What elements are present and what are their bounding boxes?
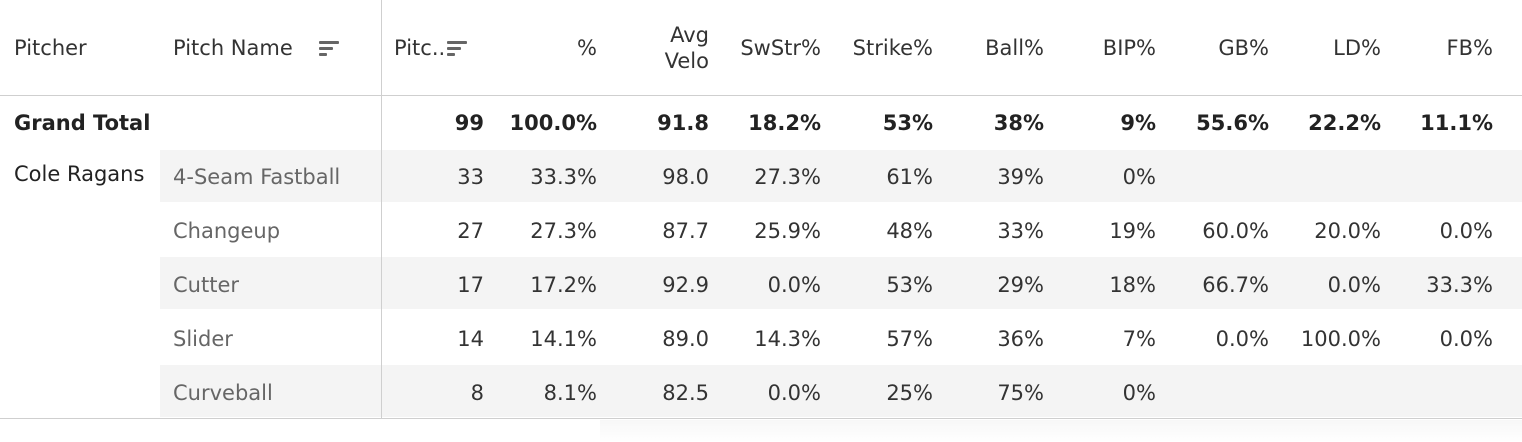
pitch-name-cell: Slider bbox=[173, 327, 233, 351]
grand-total-avg-velo: 91.8 bbox=[657, 111, 709, 135]
grand-total-ld: 22.2% bbox=[1308, 111, 1381, 135]
grand-total-fb: 11.1% bbox=[1420, 111, 1493, 135]
pitch-name-cell: Curveball bbox=[173, 381, 273, 405]
gb-cell: 66.7% bbox=[1202, 273, 1269, 297]
pitcher-name[interactable]: Cole Ragans bbox=[14, 162, 145, 186]
row-band bbox=[160, 257, 1522, 309]
header-ld-label: LD% bbox=[1333, 35, 1381, 60]
bip-cell: 0% bbox=[1122, 165, 1156, 189]
pitches-cell: 27 bbox=[457, 219, 484, 243]
pct-cell: 33.3% bbox=[530, 165, 597, 189]
pct-cell: 27.3% bbox=[530, 219, 597, 243]
pitches-cell: 33 bbox=[457, 165, 484, 189]
swstr-cell: 0.0% bbox=[767, 273, 821, 297]
header-strike[interactable]: Strike% bbox=[813, 0, 933, 95]
header-ld[interactable]: LD% bbox=[1281, 0, 1381, 95]
header-ball[interactable]: Ball% bbox=[944, 0, 1044, 95]
fb-cell: 0.0% bbox=[1439, 327, 1493, 351]
header-strike-label: Strike% bbox=[852, 35, 933, 60]
header-swstr-label: SwStr% bbox=[740, 35, 821, 60]
pct-cell: 14.1% bbox=[530, 327, 597, 351]
gb-cell: 60.0% bbox=[1202, 219, 1269, 243]
swstr-cell: 0.0% bbox=[767, 381, 821, 405]
header-fb-label: FB% bbox=[1446, 35, 1493, 60]
row-band bbox=[160, 150, 1522, 202]
pitches-cell: 8 bbox=[470, 381, 484, 405]
header-fb[interactable]: FB% bbox=[1393, 0, 1493, 95]
pitch-name-cell: 4-Seam Fastball bbox=[173, 165, 341, 189]
grand-total-strike: 53% bbox=[882, 111, 933, 135]
ball-cell: 33% bbox=[997, 219, 1044, 243]
gb-cell: 0.0% bbox=[1215, 327, 1269, 351]
ld-cell: 0.0% bbox=[1327, 273, 1381, 297]
avg-velo-cell: 92.9 bbox=[662, 273, 709, 297]
fb-cell: 33.3% bbox=[1426, 273, 1493, 297]
table-bottom-border bbox=[0, 418, 1522, 419]
bottom-fade bbox=[600, 420, 1522, 442]
swstr-cell: 14.3% bbox=[754, 327, 821, 351]
header-pitcher[interactable]: Pitcher bbox=[14, 0, 87, 95]
header-pitches[interactable]: Pitc.. bbox=[394, 0, 468, 95]
header-avg-velo[interactable]: Avg Velo bbox=[609, 0, 709, 95]
grand-total-bip: 9% bbox=[1120, 111, 1156, 135]
column-divider bbox=[381, 0, 382, 419]
strike-cell: 25% bbox=[886, 381, 933, 405]
header-avg-velo-line1: Avg bbox=[670, 22, 709, 47]
swstr-cell: 27.3% bbox=[754, 165, 821, 189]
header-swstr[interactable]: SwStr% bbox=[701, 0, 821, 95]
header-bip-label: BIP% bbox=[1102, 35, 1156, 60]
header-pitch-name[interactable]: Pitch Name bbox=[173, 0, 339, 95]
grand-total-pitches: 99 bbox=[454, 111, 484, 135]
header-pct-label: % bbox=[577, 35, 597, 60]
header-avg-velo-line2: Velo bbox=[664, 48, 709, 73]
ball-cell: 29% bbox=[997, 273, 1044, 297]
pitches-cell: 17 bbox=[457, 273, 484, 297]
avg-velo-cell: 98.0 bbox=[662, 165, 709, 189]
ball-cell: 39% bbox=[997, 165, 1044, 189]
pitch-name-cell: Cutter bbox=[173, 273, 239, 297]
ld-cell: 20.0% bbox=[1314, 219, 1381, 243]
header-ball-label: Ball% bbox=[985, 35, 1044, 60]
pitch-name-cell: Changeup bbox=[173, 219, 281, 243]
avg-velo-cell: 82.5 bbox=[662, 381, 709, 405]
strike-cell: 57% bbox=[886, 327, 933, 351]
grand-total-label: Grand Total bbox=[14, 111, 151, 135]
header-pitcher-label: Pitcher bbox=[14, 35, 87, 60]
bip-cell: 0% bbox=[1122, 381, 1156, 405]
pct-cell: 8.1% bbox=[543, 381, 597, 405]
sort-descending-icon[interactable] bbox=[447, 38, 468, 58]
sort-descending-icon[interactable] bbox=[318, 38, 339, 58]
grand-total-swstr: 18.2% bbox=[748, 111, 821, 135]
bip-cell: 18% bbox=[1109, 273, 1156, 297]
strike-cell: 48% bbox=[886, 219, 933, 243]
avg-velo-cell: 89.0 bbox=[662, 327, 709, 351]
header-gb-label: GB% bbox=[1218, 35, 1269, 60]
bip-cell: 19% bbox=[1109, 219, 1156, 243]
ld-cell: 100.0% bbox=[1300, 327, 1381, 351]
ball-cell: 36% bbox=[997, 327, 1044, 351]
grand-total-ball: 38% bbox=[993, 111, 1044, 135]
header-pitches-label: Pitc.. bbox=[394, 35, 446, 60]
bip-cell: 7% bbox=[1122, 327, 1156, 351]
header-pitch-name-label: Pitch Name bbox=[173, 35, 293, 60]
strike-cell: 61% bbox=[886, 165, 933, 189]
strike-cell: 53% bbox=[886, 273, 933, 297]
grand-total-gb: 55.6% bbox=[1196, 111, 1269, 135]
row-band bbox=[160, 365, 1522, 417]
ball-cell: 75% bbox=[997, 381, 1044, 405]
fb-cell: 0.0% bbox=[1439, 219, 1493, 243]
header-gb[interactable]: GB% bbox=[1169, 0, 1269, 95]
swstr-cell: 25.9% bbox=[754, 219, 821, 243]
header-avg-velo-label: Avg Velo bbox=[665, 22, 709, 74]
avg-velo-cell: 87.7 bbox=[662, 219, 709, 243]
grand-total-pct: 100.0% bbox=[509, 111, 597, 135]
header-bip[interactable]: BIP% bbox=[1056, 0, 1156, 95]
header-divider bbox=[0, 95, 1522, 96]
header-pct[interactable]: % bbox=[497, 0, 597, 95]
pitches-cell: 14 bbox=[457, 327, 484, 351]
pct-cell: 17.2% bbox=[530, 273, 597, 297]
